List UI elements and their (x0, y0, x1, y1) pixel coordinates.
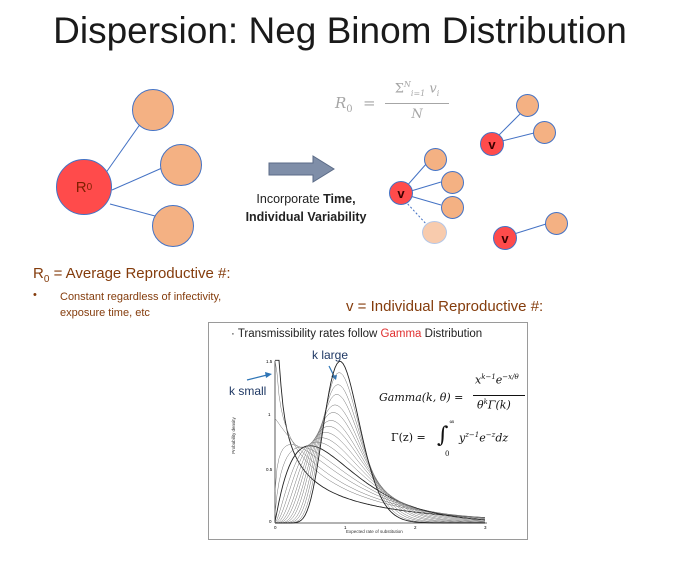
x-tick-1: 1 (344, 525, 347, 530)
x-tick-3: 3 (484, 525, 487, 530)
v-node: v (480, 132, 504, 156)
edge-right-5 (501, 132, 535, 142)
edge-right-4 (496, 112, 522, 138)
offspring-node (441, 171, 464, 194)
formula-lhs: R0 (335, 94, 353, 115)
gamma-denominator: θkΓ(k) (477, 398, 511, 412)
v-node: v (389, 181, 413, 205)
slide-title: Dispersion: Neg Binom Distribution (53, 10, 627, 51)
x-tick-2: 2 (414, 525, 417, 530)
offspring-node-faded (422, 221, 447, 244)
edge-left-2 (111, 167, 163, 191)
arrow-caption-prefix: Incorporate (256, 192, 324, 206)
r0-bullet-text: Constant regardless of infectivity, expos… (60, 291, 222, 319)
gamma-panel: · Transmissibility rates follow Gamma Di… (208, 322, 528, 540)
gamma-function-formula: Γ(z) = ∫ ∞ 0 yz−1e−zdz (391, 418, 527, 461)
gamma-pdf-formula: Gamma(k, θ) = xk−1e−x/θ θkΓ(k) (379, 373, 529, 421)
fraction-bar (385, 103, 449, 104)
arrow-caption-time: Time, (323, 192, 356, 206)
integral-sign: ∫ (437, 423, 449, 448)
k-large-label: k large (312, 348, 349, 362)
integral-lower: 0 (445, 450, 450, 458)
y-tick-0: 0 (269, 519, 272, 524)
integral-upper: ∞ (449, 418, 455, 426)
edge-right-6 (513, 223, 547, 235)
gamma-curve (275, 412, 485, 524)
edge-left-3 (109, 203, 156, 217)
formula-equals: = (363, 94, 376, 112)
edge-right-3 (409, 195, 442, 206)
offspring-node (545, 212, 568, 235)
arrow-caption-variability: Individual Variability (245, 210, 367, 224)
v-definition: v = Individual Reproductive #: (346, 298, 544, 315)
gamma-curve (275, 361, 485, 524)
r0-definition: R0 = Average Reproductive #: (33, 265, 231, 285)
k-small-arrow (246, 374, 268, 381)
offspring-node (132, 89, 174, 131)
offspring-node (533, 121, 556, 144)
r0-node-label: R (75, 178, 87, 196)
gamma-numerator: xk−1e−x/θ (475, 373, 519, 387)
gamma-curve (274, 437, 486, 524)
offspring-node (160, 144, 202, 186)
k-small-label: k small (229, 384, 267, 398)
gamma-fraction-bar (473, 395, 525, 396)
x-axis-label: Expected rate of substitution (346, 529, 403, 534)
gamma-function-lhs: Γ(z) = (391, 431, 426, 444)
integrand: yz−1e−zdz (459, 431, 509, 445)
panel-caption: · Transmissibility rates follow Gamma Di… (231, 328, 483, 340)
y-tick-1: 1 (268, 412, 271, 417)
edge-right-dashed (404, 200, 429, 227)
r0-bullet: • (33, 289, 37, 301)
transition-arrow (268, 155, 335, 183)
v-node: v (493, 226, 517, 250)
gamma-curve (275, 404, 485, 524)
y-tick-0.5: 0.5 (266, 467, 273, 472)
arrow-caption: Incorporate Time, Individual Variability (236, 190, 376, 226)
gamma-curve (274, 432, 486, 524)
edge-right-2 (410, 181, 442, 192)
gamma-curves (274, 359, 486, 524)
offspring-node (152, 205, 194, 247)
gamma-lhs: Gamma(k, θ) = (379, 391, 464, 404)
y-tick-1.5: 1.5 (266, 359, 273, 364)
x-tick-0: 0 (274, 525, 277, 530)
formula-denominator: N (411, 107, 423, 122)
offspring-node (516, 94, 539, 117)
y-axis-label: Probability density (230, 417, 236, 454)
k-small-arrowhead (265, 372, 272, 378)
formula-numerator: ΣNi=1 vi (394, 80, 440, 98)
offspring-node (424, 148, 447, 171)
r0-node-subscript: 0 (86, 181, 93, 193)
r0-formula: R0 = ΣNi=1 vi N (335, 80, 455, 130)
offspring-node (441, 196, 464, 219)
gamma-plot (246, 359, 487, 524)
